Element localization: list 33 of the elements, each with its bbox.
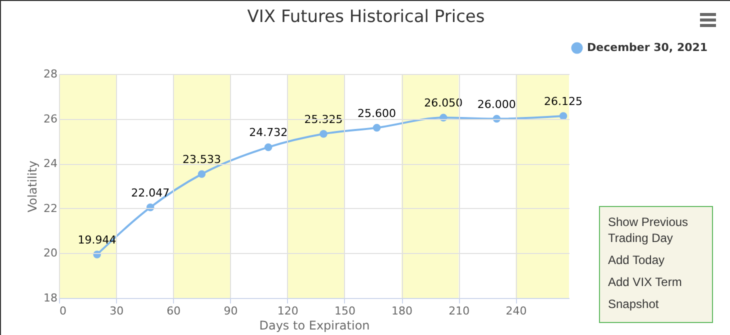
- data-label: 22.047: [131, 186, 170, 200]
- data-label: 26.050: [424, 96, 463, 110]
- point: [198, 170, 206, 178]
- y-tick-label: 24: [44, 157, 58, 170]
- y-axis-title: Volatility: [26, 160, 40, 212]
- x-axis-title: Days to Expiration: [259, 318, 370, 332]
- x-tick-label: 90: [224, 304, 238, 318]
- legend-label: December 30, 2021: [587, 41, 708, 54]
- x-tick-label: 180: [392, 304, 413, 318]
- y-tick-label: 18: [44, 292, 58, 304]
- y-tick-label: 22: [44, 202, 58, 215]
- x-tick-label: 0: [60, 304, 66, 318]
- x-tick-label: 120: [277, 304, 298, 318]
- y-tick-label: 28: [44, 68, 58, 80]
- data-label: 25.600: [358, 106, 396, 120]
- point: [372, 124, 381, 132]
- x-tick-label: 30: [110, 304, 124, 318]
- x-tick-label: 60: [166, 304, 181, 318]
- data-label: 26.125: [544, 95, 583, 108]
- data-label: 24.732: [249, 126, 288, 140]
- data-label: 23.533: [182, 153, 221, 166]
- data-label: 19.944: [78, 233, 116, 246]
- x-tick-label: 150: [334, 304, 356, 318]
- chart-title: VIX Futures Historical Prices: [247, 7, 485, 27]
- y-tick-label: 20: [44, 246, 58, 260]
- point: [320, 130, 328, 138]
- data-label: 26.000: [477, 98, 516, 111]
- point: [559, 112, 568, 120]
- point: [264, 143, 272, 152]
- x-tick-label: 240: [506, 304, 527, 318]
- button-panel: Show Previous Trading Day Add Today Add VIX Term Snapshot: [599, 206, 713, 323]
- y-tick-label: 26: [44, 112, 58, 126]
- x-tick-label: 210: [448, 304, 470, 318]
